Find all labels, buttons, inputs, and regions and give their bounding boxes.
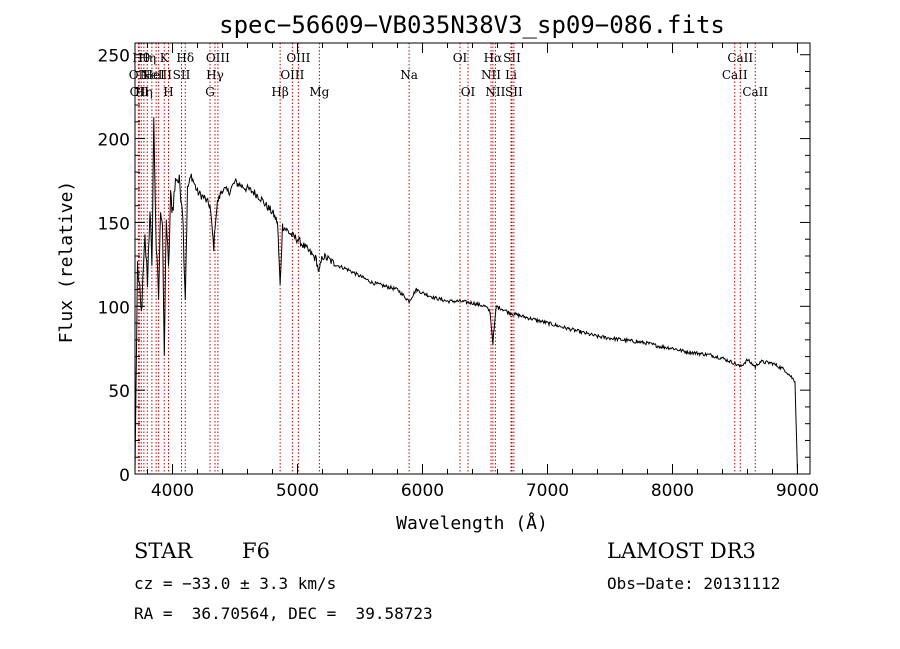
y-tick-label: 0: [119, 466, 130, 486]
object-class: STAR: [134, 539, 193, 563]
line-label: OIII: [286, 51, 310, 65]
y-tick-label: 150: [98, 214, 130, 234]
survey-name: LAMOST DR3: [607, 539, 756, 563]
chart-title: spec−56609−VB035N38V3_sp09−086.fits: [219, 11, 725, 39]
x-tick-label: 5000: [276, 481, 319, 501]
y-tick-label: 100: [98, 298, 130, 318]
x-tick-label: 8000: [651, 481, 694, 501]
line-label: SII: [173, 68, 191, 82]
y-tick-label: 250: [98, 47, 130, 67]
line-label: SII: [505, 85, 523, 99]
line-label: Li: [505, 68, 517, 82]
y-tick-label: 200: [98, 131, 130, 151]
subclass: F6: [242, 539, 270, 563]
line-label: Hγ: [206, 68, 224, 82]
x-tick-label: 9000: [776, 481, 819, 501]
line-label: Hα: [484, 51, 503, 65]
line-label: NII: [481, 68, 501, 82]
line-label: Na: [400, 68, 418, 82]
observation-date: Obs−Date: 20131112: [607, 574, 781, 593]
line-label: Hη: [135, 85, 153, 99]
line-label: Hδ: [176, 51, 194, 65]
line-label: CaII: [727, 51, 753, 65]
spectrum-line: [134, 117, 798, 475]
line-label: OI: [453, 51, 468, 65]
line-label: OIII: [206, 51, 230, 65]
line-label: H: [163, 85, 173, 99]
line-label: OI: [461, 85, 476, 99]
redshift-cz: cz = −33.0 ± 3.3 km/s: [134, 574, 337, 593]
line-label: OIII: [280, 68, 304, 82]
y-tick-label: 50: [108, 382, 130, 402]
x-axis-label: Wavelength (Å): [396, 512, 548, 534]
line-label: Mg: [309, 85, 329, 99]
plot-frame: [134, 42, 811, 475]
coordinates: RA = 36.70564, DEC = 39.58723: [134, 604, 433, 623]
y-axis-label: Flux (relative): [56, 181, 77, 344]
line-label: NII: [485, 85, 505, 99]
line-label: HeI: [143, 68, 166, 82]
plot-area: OIIOIIHθHηHηNeIIIKHSIIHδGHγOIIIHβOIIIOII…: [98, 42, 819, 501]
x-tick-label: 4000: [151, 481, 194, 501]
line-label: SII: [503, 51, 521, 65]
line-label: CaII: [722, 68, 748, 82]
line-label: K: [160, 51, 170, 65]
line-label: Hβ: [271, 85, 288, 99]
line-label: Hη: [138, 51, 156, 65]
line-label: G: [205, 85, 215, 99]
x-tick-label: 6000: [401, 481, 444, 501]
x-tick-label: 7000: [526, 481, 569, 501]
line-label: CaII: [742, 85, 768, 99]
